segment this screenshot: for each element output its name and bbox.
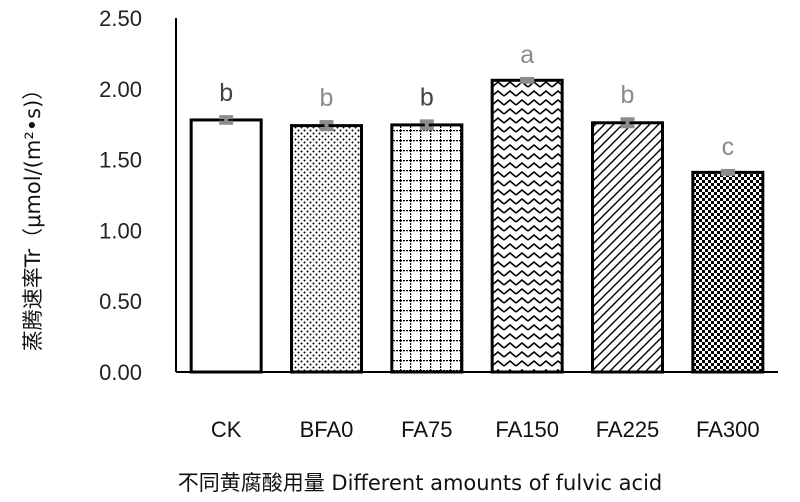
bar-fa225 xyxy=(591,121,664,374)
significance-label: b xyxy=(621,81,635,109)
bar-ck xyxy=(189,118,263,374)
bar-fa150 xyxy=(490,78,564,374)
y-tick-label: 2.50 xyxy=(99,6,142,31)
bar-bfa0 xyxy=(290,124,363,374)
significance-label: b xyxy=(320,84,334,112)
error-bar-ck xyxy=(219,115,234,125)
significance-label: c xyxy=(722,133,735,161)
y-tick-label: 2.00 xyxy=(99,77,142,102)
significance-label: a xyxy=(520,41,534,69)
y-tick-label: 1.50 xyxy=(99,148,142,173)
y-tick-label: 0.00 xyxy=(99,360,142,385)
significance-label: b xyxy=(219,79,233,107)
y-tick-label: 0.50 xyxy=(99,289,142,314)
significance-label: b xyxy=(420,83,434,111)
y-axis-title: 蒸腾速率Tr（μmol/(m²•s)） xyxy=(21,79,45,352)
x-tick-label: FA150 xyxy=(495,417,559,442)
error-bar-fa300 xyxy=(720,168,735,176)
x-tick-label: CK xyxy=(211,417,242,442)
bar-fa300 xyxy=(691,170,765,374)
error-bar-bfa0 xyxy=(319,120,334,132)
error-bar-fa225 xyxy=(620,117,635,129)
x-axis-title: 不同黄腐酸用量 Different amounts of fulvic acid xyxy=(178,471,663,495)
y-tick-label: 1.00 xyxy=(99,218,142,243)
error-bar-fa150 xyxy=(520,76,535,84)
x-tick-label: FA300 xyxy=(696,417,760,442)
x-tick-label: FA75 xyxy=(401,417,452,442)
x-tick-label: BFA0 xyxy=(300,417,354,442)
bar-fa75 xyxy=(390,123,464,374)
x-tick-label: FA225 xyxy=(596,417,660,442)
error-bar-fa75 xyxy=(419,119,434,131)
